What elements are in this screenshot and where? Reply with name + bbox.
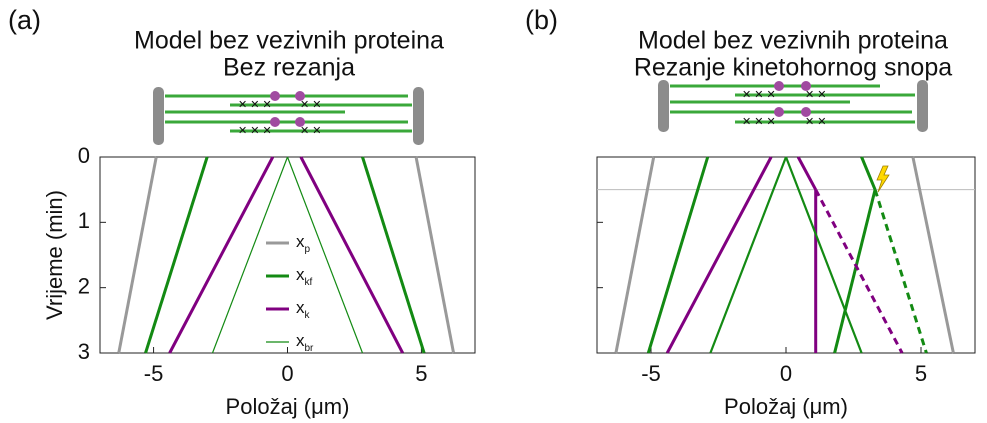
series-line	[117, 156, 158, 354]
cut-icon	[876, 165, 890, 193]
chart-title: Rezanje kinetohornog snopa	[634, 54, 952, 82]
legend-subscript: k	[305, 310, 311, 321]
legend-label: xkf	[296, 265, 313, 287]
y-tick-label: 2	[78, 273, 90, 298]
svg-text:✕ ✕: ✕ ✕	[805, 116, 827, 128]
legend-name: x	[296, 298, 305, 317]
svg-text:✕ ✕ ✕: ✕ ✕ ✕	[742, 89, 776, 101]
svg-text:✕ ✕: ✕ ✕	[805, 89, 827, 101]
legend-subscript: p	[305, 244, 311, 255]
series-line	[796, 156, 818, 191]
series-line	[614, 156, 656, 354]
svg-text:✕ ✕ ✕: ✕ ✕ ✕	[238, 125, 272, 137]
y-axis-label: Vrijeme (min)	[42, 190, 67, 320]
series-line	[168, 156, 275, 354]
x-tick-label: 0	[780, 361, 792, 386]
series-line	[299, 156, 405, 354]
legend-name: x	[296, 331, 305, 350]
legend-name: x	[296, 232, 305, 251]
x-axis-label: Položaj (μm)	[226, 394, 350, 419]
svg-text:✕ ✕ ✕: ✕ ✕ ✕	[742, 116, 776, 128]
x-axis-label: Položaj (μm)	[724, 394, 848, 419]
series-line	[814, 188, 904, 354]
y-tick-label: 0	[78, 143, 90, 168]
x-tick-label: -5	[144, 361, 164, 386]
y-tick-label: 3	[78, 339, 90, 364]
x-tick-label: -5	[641, 361, 661, 386]
legend-name: x	[296, 265, 305, 284]
svg-text:✕ ✕ ✕: ✕ ✕ ✕	[238, 99, 272, 111]
series-line	[709, 156, 788, 354]
series-line	[833, 189, 877, 354]
y-tick-label: 1	[78, 208, 90, 233]
series-line	[286, 156, 364, 354]
spindle-cartoon: ✕ ✕ ✕ ✕ ✕ ✕ ✕ ✕ ✕ ✕	[153, 87, 424, 145]
chart-title: Model bez vezivnih proteina	[638, 27, 948, 55]
legend-label: xp	[296, 232, 311, 254]
series-line	[144, 156, 209, 354]
svg-text:✕ ✕: ✕ ✕	[300, 125, 322, 137]
panel-label: (a)	[8, 5, 41, 35]
series-line	[211, 156, 289, 354]
series-line	[665, 156, 773, 354]
series-line	[873, 189, 928, 354]
svg-text:✕ ✕: ✕ ✕	[300, 99, 322, 111]
legend-label: xk	[296, 298, 311, 320]
x-tick-label: 5	[915, 361, 927, 386]
spindle-cartoon: ✕ ✕ ✕ ✕ ✕ ✕ ✕ ✕ ✕ ✕	[658, 80, 928, 132]
legend-subscript: kf	[305, 277, 313, 288]
series-line	[784, 156, 863, 354]
legend-subscript: br	[305, 343, 315, 354]
series-line	[860, 156, 877, 191]
panel-label: (b)	[525, 5, 558, 35]
chart-title: Bez rezanja	[223, 54, 355, 82]
series-line	[414, 156, 456, 354]
x-tick-label: 5	[415, 361, 427, 386]
series-line	[646, 156, 710, 354]
legend-label: xbr	[296, 331, 314, 353]
series-line	[911, 156, 955, 354]
chart-title: Model bez vezivnih proteina	[134, 27, 444, 55]
series-line	[361, 156, 426, 354]
x-tick-label: 0	[281, 361, 293, 386]
